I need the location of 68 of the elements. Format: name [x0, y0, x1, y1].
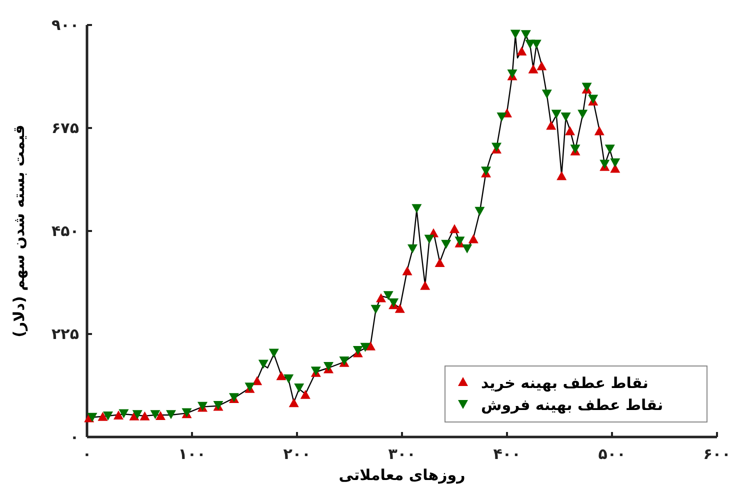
point [140, 411, 150, 420]
point [610, 158, 620, 168]
legend-label: نقاط عطف بهینه خرید [481, 374, 648, 392]
point [150, 410, 160, 420]
y-tick-label: ۰ [70, 428, 79, 446]
point [258, 360, 268, 369]
x-tick-label: ۵۰۰ [598, 445, 626, 463]
point [496, 112, 507, 122]
point [288, 398, 299, 408]
point [394, 304, 405, 313]
x-tick-label: ۰ [82, 445, 92, 463]
point [556, 171, 567, 180]
point [408, 244, 418, 254]
point [441, 240, 452, 249]
point [284, 374, 294, 384]
y-tick-label: ۲۲۵ [52, 325, 79, 343]
point [536, 61, 547, 70]
point [118, 409, 129, 418]
point [300, 390, 310, 399]
point [402, 266, 412, 276]
point [366, 341, 376, 350]
point [412, 204, 422, 214]
x-tick-label: ۳۰۰ [388, 445, 416, 463]
point [294, 384, 304, 393]
point [565, 126, 575, 136]
point [560, 112, 571, 122]
x-tick-label: ۶۰۰ [703, 445, 731, 463]
point [434, 258, 445, 268]
point [468, 234, 478, 244]
point [98, 412, 108, 421]
point [376, 293, 386, 302]
point [114, 410, 124, 420]
point [420, 280, 430, 290]
point [252, 376, 262, 386]
point [268, 348, 279, 358]
x-tick-label: ۴۰۰ [493, 445, 521, 463]
point [528, 64, 538, 74]
point [132, 410, 142, 420]
point [546, 120, 556, 130]
point [87, 412, 98, 422]
point [450, 224, 460, 234]
point [370, 304, 381, 314]
point [166, 410, 176, 420]
y-tick-label: ۶۷۵ [52, 119, 79, 137]
point [520, 30, 531, 40]
point [516, 46, 527, 56]
point [276, 371, 286, 380]
point [542, 90, 552, 99]
point [103, 411, 113, 420]
point [594, 126, 604, 136]
point [510, 30, 520, 39]
x-tick-label: ۲۰۰ [283, 445, 311, 463]
point [604, 144, 615, 154]
point [531, 40, 542, 49]
point [383, 291, 394, 300]
point [474, 206, 485, 216]
point [462, 244, 472, 254]
point [424, 234, 434, 244]
x-axis-title: روزهای معاملاتی [338, 466, 466, 484]
y-axis-title: قیمت بسته شدن سهم (دلار) [10, 124, 28, 338]
legend-label: نقاط عطف بهینه فروش [481, 396, 664, 414]
x-tick-label: ۱۰۰ [178, 445, 206, 463]
point [578, 110, 588, 119]
point [156, 410, 166, 420]
point [360, 342, 370, 352]
y-tick-label: ۹۰۰ [52, 16, 79, 34]
y-tick-label: ۴۵۰ [52, 222, 79, 240]
point [551, 110, 562, 119]
